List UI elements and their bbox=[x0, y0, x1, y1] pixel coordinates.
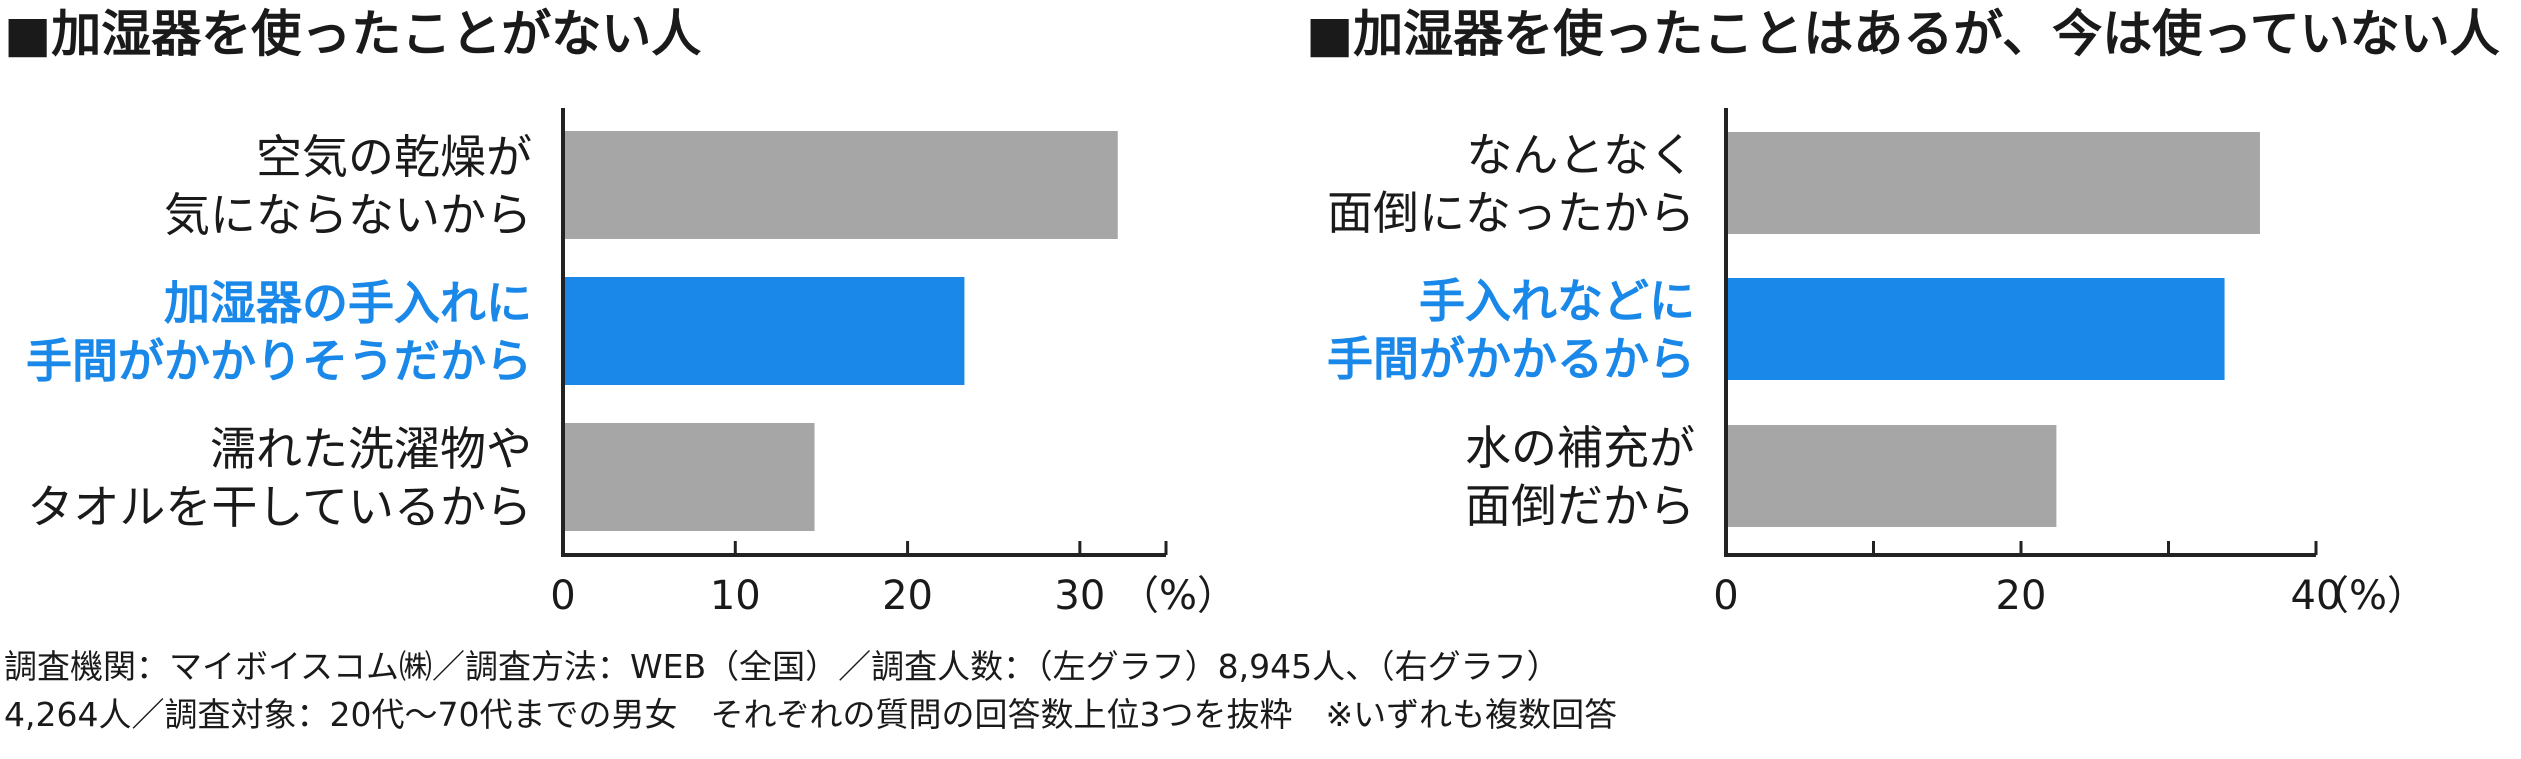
right-chart: 0 20 40（%） なんとなく面倒になったから手入れなどに手間がかかるから水の補充が… bbox=[1327, 108, 2427, 619]
category-label: 手間がかかりそうだから bbox=[26, 334, 532, 388]
footnote-line-1: 調査機関：マイボイスコム㈱／調査方法：WEB（全国）／調査人数：（左グラフ）8,… bbox=[4, 647, 1560, 686]
category-label: なんとなく bbox=[1466, 128, 1695, 182]
category-label: 手入れなどに bbox=[1419, 274, 1695, 328]
x-tick-label: 20 bbox=[1996, 573, 2047, 619]
right-chart-title: ■加湿器を使ったことはあるが、今は使っていない人 bbox=[1306, 5, 2500, 63]
category-label: 手間がかかるから bbox=[1327, 332, 1695, 386]
bar-1 bbox=[563, 131, 1118, 239]
category-label: 加湿器の手入れに bbox=[164, 276, 532, 330]
footnote-line-2: 4,264人／調査対象：20代〜70代までの男女 それぞれの質問の回答数上位3つ… bbox=[4, 695, 1618, 734]
x-tick-label: 10 bbox=[710, 573, 761, 619]
bar-2 bbox=[563, 277, 965, 385]
category-label: 面倒だから bbox=[1465, 479, 1695, 533]
bar-3 bbox=[1726, 425, 2057, 527]
category-label: タオルを干しているから bbox=[27, 480, 532, 534]
x-tick-label: 0 bbox=[1713, 573, 1738, 619]
bar-3 bbox=[563, 423, 815, 531]
x-tick-label: 30 bbox=[1054, 573, 1105, 619]
left-chart: 0 10 20 30 （%） 空気の乾燥が気にならないから加湿器の手入れに手間がかかりそう… bbox=[26, 108, 1237, 619]
x-tick-label: 20 bbox=[882, 573, 933, 619]
x-tick-label: 0 bbox=[550, 573, 575, 619]
charts-canvas: 0 10 20 30 （%） 空気の乾燥が気にならないから加湿器の手入れに手間がかかりそう… bbox=[26, 108, 2427, 619]
x-tick-label: 40 bbox=[2291, 573, 2342, 619]
category-label: 気にならないから bbox=[164, 188, 532, 242]
category-label: 空気の乾燥が bbox=[256, 130, 532, 184]
bar-2 bbox=[1726, 278, 2225, 380]
category-label: 水の補充が bbox=[1465, 421, 1695, 475]
left-chart-title: ■加湿器を使ったことがない人 bbox=[4, 5, 702, 63]
category-label: 濡れた洗濯物や bbox=[210, 422, 532, 476]
bar-1 bbox=[1726, 132, 2260, 234]
x-unit-label: （%） bbox=[2309, 573, 2427, 619]
category-label: 面倒になったから bbox=[1327, 186, 1695, 240]
x-unit-label: （%） bbox=[1119, 573, 1237, 619]
